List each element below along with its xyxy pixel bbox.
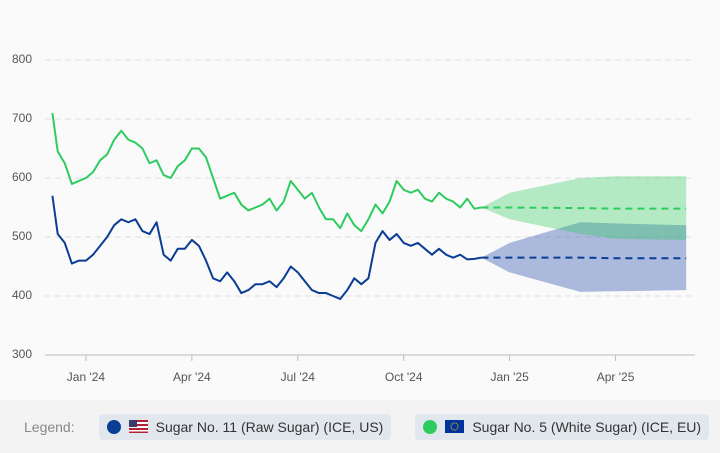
y-tick-label: 600 xyxy=(12,170,32,184)
legend-dot xyxy=(106,419,121,434)
legend-item[interactable]: Sugar No. 11 (Raw Sugar) (ICE, US) xyxy=(98,413,392,440)
forecast-line xyxy=(481,256,687,260)
eu-flag xyxy=(445,420,465,433)
y-tick-label: 800 xyxy=(12,52,32,66)
legend-item[interactable]: Sugar No. 5 (White Sugar) (ICE, EU) xyxy=(415,413,710,440)
y-tick-label: 400 xyxy=(12,288,32,302)
forecast-line xyxy=(481,206,687,210)
x-tick-label: Oct '24 xyxy=(385,370,423,384)
series-line xyxy=(51,112,482,233)
page: 300 400 500 600 700 800 Jan '24 Apr '24 Jul '24 O… xyxy=(11,52,710,440)
series-line xyxy=(51,195,482,300)
y-tick-label: 500 xyxy=(12,229,32,243)
x-tick-label: Jul '24 xyxy=(281,370,316,384)
legend-label: Legend: xyxy=(24,418,75,435)
x-tick-label: Jan '25 xyxy=(490,370,529,384)
us-flag xyxy=(128,420,148,433)
x-tick-label: Apr '25 xyxy=(597,370,635,384)
legend: Legend: Sugar No. 11 (Raw Sugar) (ICE, U… xyxy=(0,400,720,453)
chart: 300 400 500 600 700 800 Jan '24 Apr '24 Jul '24 O… xyxy=(12,52,695,384)
x-tick-label: Jan '24 xyxy=(67,370,106,384)
y-tick-label: 700 xyxy=(12,111,32,125)
legend-dot xyxy=(423,419,438,434)
legend-text: Sugar No. 5 (White Sugar) (ICE, EU) xyxy=(472,418,702,435)
y-tick-label: 300 xyxy=(12,347,32,361)
legend-text: Sugar No. 11 (Raw Sugar) (ICE, US) xyxy=(155,418,384,435)
x-tick-label: Apr '24 xyxy=(173,370,211,384)
